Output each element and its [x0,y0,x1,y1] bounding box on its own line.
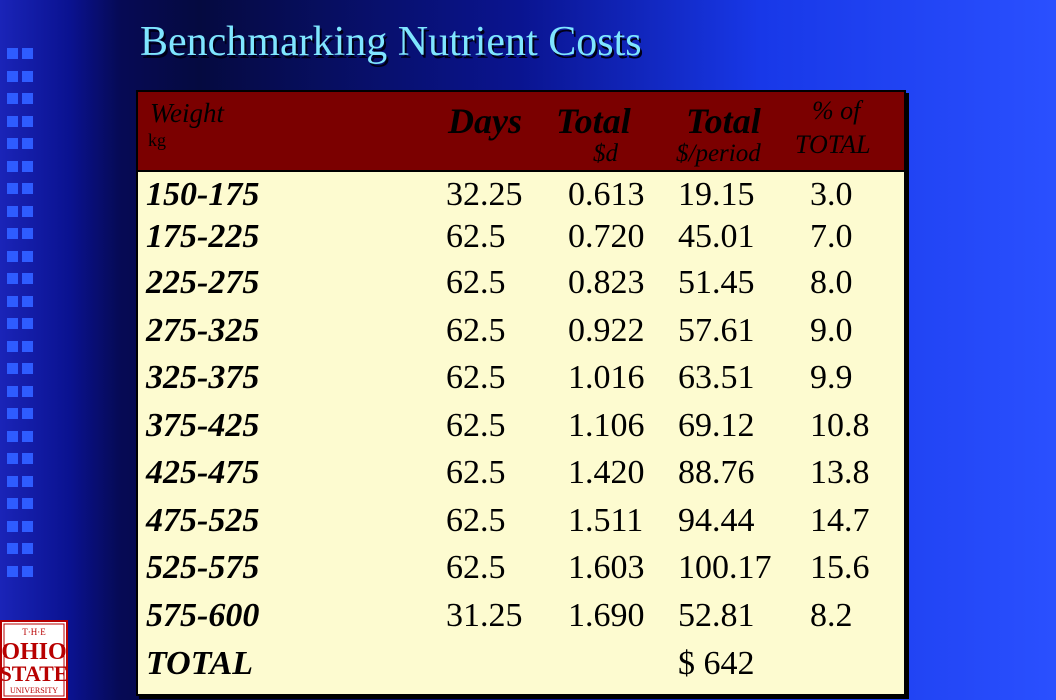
cell-days: 31.25 [446,597,523,634]
header-total-daily-unit: $d [593,140,618,167]
table-row: 275-325 62.5 0.922 57.61 9.0 [138,312,904,352]
cell-daily-cost: 0.720 [568,218,645,255]
cell-daily-cost: 1.690 [568,597,645,634]
slide-title: Benchmarking Nutrient Costs [140,19,642,65]
cell-days: 62.5 [446,264,506,301]
cell-period-cost: 57.61 [678,312,755,349]
cell-percent: 9.0 [810,312,853,349]
decorative-sidebar [0,0,36,700]
cell-period-cost: 19.15 [678,176,755,213]
square-column-left [7,48,19,588]
cell-weight: 275-325 [146,312,260,349]
cell-weight: 325-375 [146,359,260,396]
logo-line1: T·H·E [22,627,46,637]
cell-period-cost: 63.51 [678,359,755,396]
cell-daily-cost: 1.603 [568,549,645,586]
cell-daily-cost: 1.106 [568,407,645,444]
table-row: 375-425 62.5 1.106 69.12 10.8 [138,407,904,447]
nutrient-cost-table: Weight kg Days Total $d Total $/period %… [136,90,906,696]
logo-line3: STATE [0,661,68,686]
cell-period-cost: 45.01 [678,218,755,255]
ohio-state-logo: T·H·E OHIO STATE UNIVERSITY [0,620,68,700]
table-row: 425-475 62.5 1.420 88.76 13.8 [138,454,904,494]
cell-daily-cost: 1.511 [568,502,644,539]
cell-days: 62.5 [446,549,506,586]
cell-weight: 475-525 [146,502,260,539]
cell-percent: 10.8 [810,407,870,444]
cell-weight: 425-475 [146,454,260,491]
header-weight-unit: kg [148,130,166,150]
cell-percent: 15.6 [810,549,870,586]
cell-days: 62.5 [446,312,506,349]
cell-period-cost: 69.12 [678,407,755,444]
cell-daily-cost: 1.420 [568,454,645,491]
cell-weight: 575-600 [146,597,260,634]
cell-period-cost: 100.17 [678,549,772,586]
cell-weight: 375-425 [146,407,260,444]
cell-daily-cost: 1.016 [568,359,645,396]
table-row: 475-525 62.5 1.511 94.44 14.7 [138,502,904,542]
cell-weight: 525-575 [146,549,260,586]
cell-days: 62.5 [446,502,506,539]
square-column-right [22,48,34,588]
cell-days: 32.25 [446,176,523,213]
cell-percent: 8.0 [810,264,853,301]
cell-percent: 14.7 [810,502,870,539]
cell-percent: 3.0 [810,176,853,213]
table-row: 150-175 32.25 0.613 19.15 3.0 [138,176,904,216]
cell-daily-cost: 0.613 [568,176,645,213]
logo-line2: OHIO [1,639,66,665]
header-percent: % of [812,96,861,125]
table-row: 175-225 62.5 0.720 45.01 7.0 [138,218,904,258]
table-row: 575-600 31.25 1.690 52.81 8.2 [138,597,904,637]
cell-period-cost: 94.44 [678,502,755,539]
cell-period-cost: 88.76 [678,454,755,491]
total-label: TOTAL [146,645,254,682]
cell-days: 62.5 [446,218,506,255]
cell-days: 62.5 [446,407,506,444]
total-row: TOTAL $ 642 [138,645,904,685]
cell-period-cost: 52.81 [678,597,755,634]
cell-daily-cost: 0.823 [568,264,645,301]
header-total-daily: Total [556,101,631,141]
table-row: 525-575 62.5 1.603 100.17 15.6 [138,549,904,589]
cell-percent: 13.8 [810,454,870,491]
header-total-period: Total [686,101,761,141]
table-row: 325-375 62.5 1.016 63.51 9.9 [138,359,904,399]
cell-percent: 8.2 [810,597,853,634]
cell-weight: 175-225 [146,218,260,255]
cell-weight: 150-175 [146,176,260,213]
header-days: Days [448,101,522,141]
cell-days: 62.5 [446,359,506,396]
header-total-period-unit: $/period [676,140,761,167]
logo-line4: UNIVERSITY [10,686,58,695]
header-weight: Weight [150,98,224,128]
cell-period-cost: 51.45 [678,264,755,301]
cell-days: 62.5 [446,454,506,491]
cell-daily-cost: 0.922 [568,312,645,349]
header-percent-unit: TOTAL [795,130,871,159]
grand-total-value: $ 642 [678,645,755,682]
cell-percent: 9.9 [810,359,853,396]
table-header: Weight kg Days Total $d Total $/period %… [138,92,904,172]
cell-percent: 7.0 [810,218,853,255]
cell-weight: 225-275 [146,264,260,301]
table-row: 225-275 62.5 0.823 51.45 8.0 [138,264,904,304]
